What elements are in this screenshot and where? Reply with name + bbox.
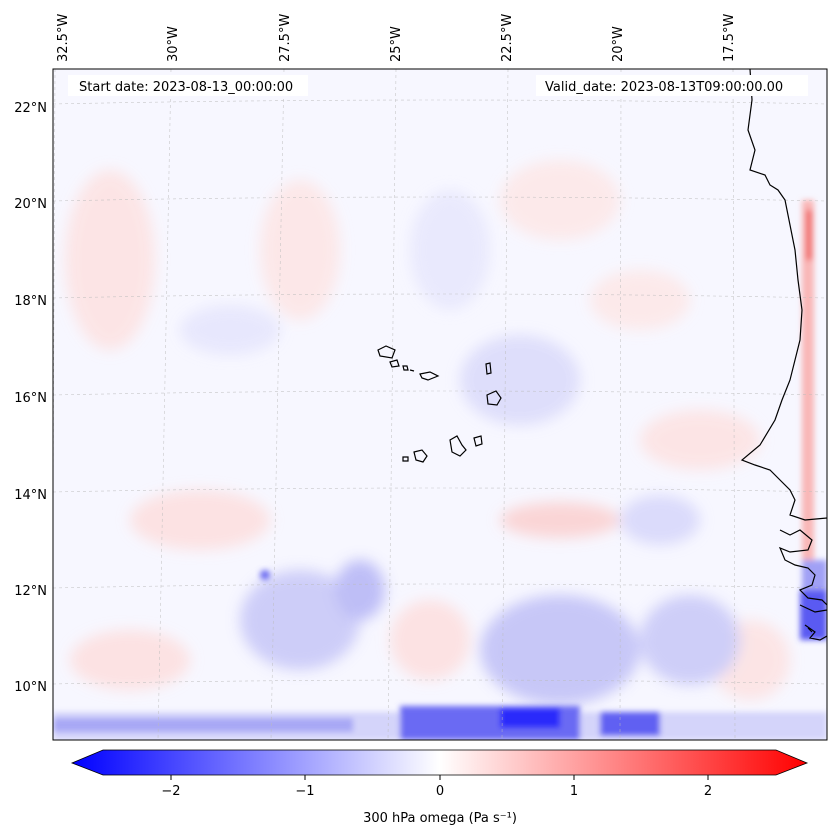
colorbar-tick-label: 2 <box>704 784 712 799</box>
lat-label: 20°N <box>14 197 47 212</box>
colorbar-tick-label: 0 <box>436 784 444 799</box>
lat-label: 10°N <box>14 680 47 695</box>
coastline-guinea-bissau <box>799 604 827 641</box>
lon-label: 20°W <box>611 26 626 62</box>
lat-label: 12°N <box>14 584 47 599</box>
latitude-labels: 22°N 20°N 18°N 16°N 14°N 12°N 10°N <box>14 101 47 695</box>
colorbar-bar <box>70 749 809 776</box>
colorbar-tick-label: −2 <box>161 784 180 799</box>
cape-verde-islands <box>377 345 502 463</box>
lon-label: 27.5°W <box>278 14 293 62</box>
lat-label: 14°N <box>14 488 47 503</box>
valid-date-label: Valid_date: 2023-08-13T09:00:00.00 <box>545 80 783 95</box>
lat-label: 16°N <box>14 391 47 406</box>
colorbar: −2 −1 0 1 2 300 hPa omega (Pa s⁻¹) <box>70 749 809 826</box>
lat-label: 22°N <box>14 101 47 116</box>
omega-field <box>53 69 827 740</box>
colorbar-title: 300 hPa omega (Pa s⁻¹) <box>363 811 517 826</box>
colorbar-tick-label: 1 <box>570 784 578 799</box>
lon-label: 25°W <box>389 26 404 62</box>
lon-label: 30°W <box>166 26 181 62</box>
lon-label: 17.5°W <box>722 14 737 62</box>
lon-label: 22.5°W <box>500 14 515 62</box>
lat-label: 18°N <box>14 294 47 309</box>
lon-label: 32.5°W <box>56 14 71 62</box>
colorbar-ticks <box>170 775 709 780</box>
colorbar-tick-label: −1 <box>295 784 314 799</box>
start-date-label: Start date: 2023-08-13_00:00:00 <box>79 80 293 95</box>
coastline-gambia <box>778 529 827 606</box>
coastline-africa <box>740 69 827 521</box>
graticule <box>53 69 827 740</box>
longitude-labels: 32.5°W 30°W 27.5°W 25°W 22.5°W 20°W 17.5… <box>56 14 737 62</box>
map-frame <box>52 68 828 741</box>
